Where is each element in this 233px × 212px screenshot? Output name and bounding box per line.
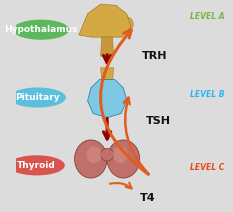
Ellipse shape [101, 148, 114, 161]
Polygon shape [79, 4, 131, 37]
Text: Hypothalamus: Hypothalamus [4, 25, 78, 34]
Ellipse shape [120, 17, 133, 32]
Ellipse shape [107, 140, 140, 178]
Text: TRH: TRH [142, 51, 167, 61]
Ellipse shape [86, 146, 102, 163]
Text: LEVEL A: LEVEL A [190, 13, 224, 21]
Polygon shape [88, 80, 127, 118]
Text: LEVEL C: LEVEL C [190, 163, 224, 172]
Text: Pituitary: Pituitary [15, 93, 60, 102]
Polygon shape [101, 37, 114, 56]
FancyArrowPatch shape [100, 30, 148, 174]
Text: TSH: TSH [146, 116, 171, 126]
Ellipse shape [75, 140, 107, 178]
Text: T4: T4 [140, 193, 155, 203]
Ellipse shape [13, 20, 69, 40]
Ellipse shape [113, 146, 128, 163]
Text: Thyroid: Thyroid [17, 161, 56, 170]
Ellipse shape [10, 87, 66, 108]
FancyArrowPatch shape [124, 98, 149, 174]
Polygon shape [101, 68, 114, 80]
Text: LEVEL B: LEVEL B [190, 90, 224, 99]
Ellipse shape [8, 155, 65, 176]
FancyArrowPatch shape [110, 183, 132, 188]
